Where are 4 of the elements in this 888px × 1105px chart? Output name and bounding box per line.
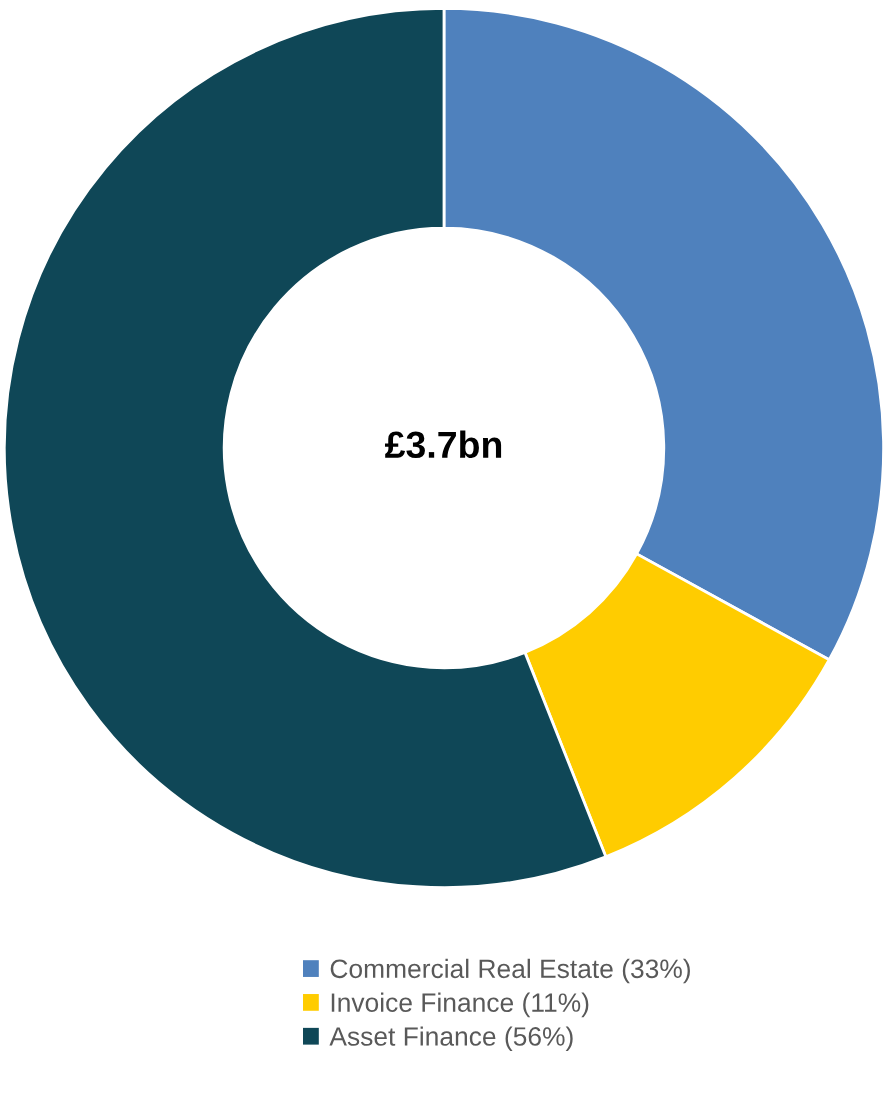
text: £3.7bn (384, 430, 502, 459)
legend-label: Commercial Real Estate (33%) (330, 958, 690, 984)
legend-label: Invoice Finance (11%) (331, 992, 589, 1018)
legend-label: Asset Finance (56%) (329, 1026, 573, 1052)
